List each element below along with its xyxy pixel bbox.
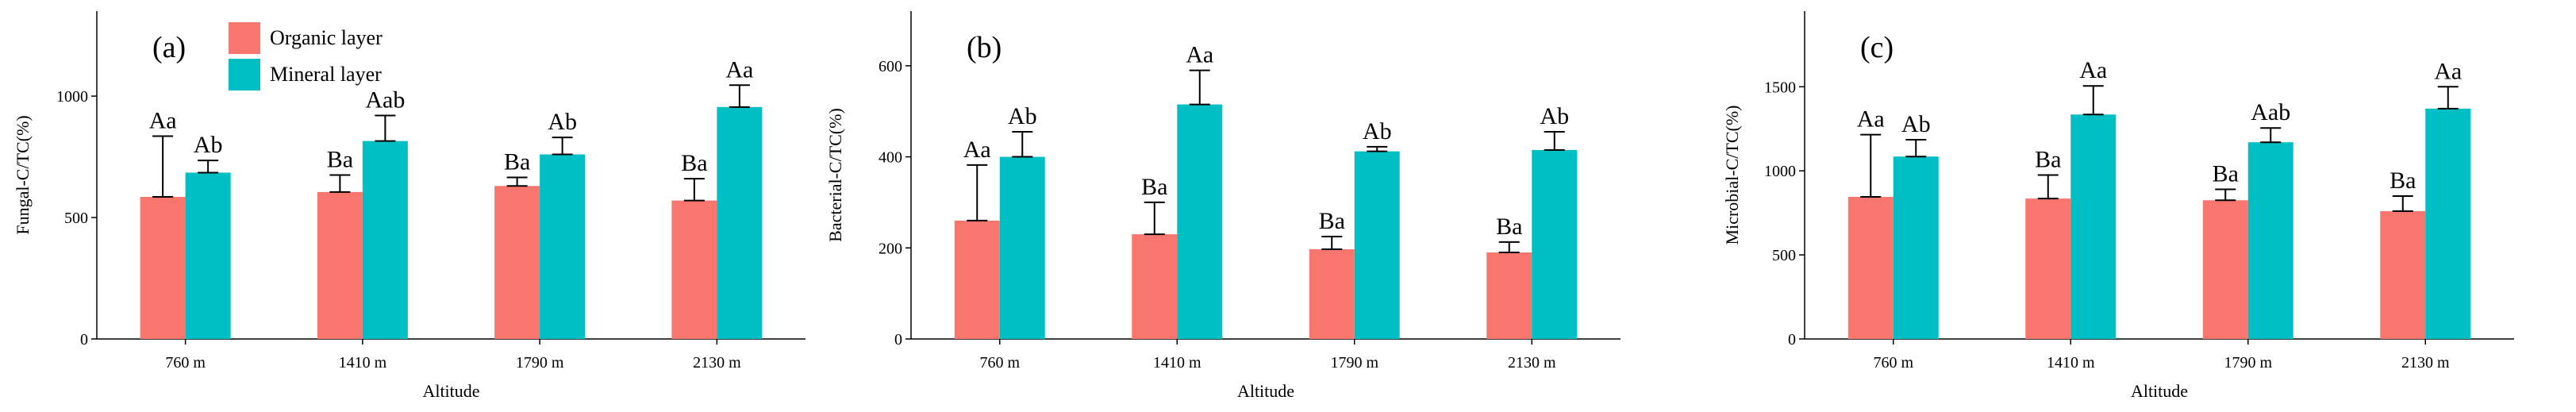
bar-organic[interactable] <box>1132 234 1178 339</box>
significance-label: Ba <box>2035 147 2061 173</box>
significance-label: Aa <box>725 56 753 83</box>
significance-label: Ba <box>1319 208 1345 234</box>
bar-mineral[interactable] <box>362 141 408 339</box>
bar-organic[interactable] <box>1847 197 1894 339</box>
bar-mineral[interactable] <box>2247 142 2293 339</box>
y-axis-title: Microbial-C/TC(%) <box>1722 106 1742 245</box>
x-tick-label: 1790 m <box>1330 354 1378 372</box>
panel-label: (a) <box>152 31 186 64</box>
significance-label: Ab <box>1540 103 1569 129</box>
bar-mineral[interactable] <box>2070 114 2117 339</box>
y-tick-label: 200 <box>879 240 902 257</box>
bar-mineral[interactable] <box>1177 104 1223 339</box>
y-tick-label: 1500 <box>1764 79 1796 96</box>
bar-mineral[interactable] <box>540 154 586 339</box>
bar-organic[interactable] <box>494 186 540 339</box>
x-tick-label: 2130 m <box>693 354 741 372</box>
panel-label: (c) <box>1860 31 1894 64</box>
significance-label: Ab <box>1363 118 1392 144</box>
chart-panel-1: 0 500 1000 Fungal-C/TC(%) Altitude (a) 760 m Aa… <box>13 11 805 401</box>
bar-organic[interactable] <box>1309 248 1355 339</box>
y-tick-label: 1000 <box>1764 163 1796 180</box>
bar-mineral[interactable] <box>1532 149 1578 339</box>
legend-swatch <box>229 59 260 90</box>
significance-label: Aa <box>149 108 177 134</box>
x-tick-label: 1790 m <box>516 354 564 372</box>
chart-panel-3: 0 500 1000 1500 Microbial-C/TC(%) Altitude (c)… <box>1722 11 2514 401</box>
y-axis-title: Fungal-C/TC(%) <box>13 115 33 234</box>
significance-label: Aab <box>365 87 405 114</box>
x-tick-label: 1410 m <box>2047 354 2095 372</box>
x-tick-label: 760 m <box>1873 354 1913 372</box>
significance-label: Aab <box>2251 99 2290 125</box>
legend: Organic layer Mineral layer <box>229 22 383 90</box>
significance-label: Aa <box>2434 58 2462 84</box>
bar-organic[interactable] <box>954 220 1000 339</box>
significance-label: Ba <box>504 149 530 175</box>
significance-label: Ba <box>681 150 707 176</box>
significance-label: Ba <box>327 147 353 173</box>
bar-mineral[interactable] <box>1354 151 1400 339</box>
x-tick-label: 2130 m <box>2401 354 2450 372</box>
bar-mineral[interactable] <box>2425 108 2471 340</box>
y-tick-label: 400 <box>879 149 902 167</box>
legend-label: Organic layer <box>270 26 383 49</box>
bar-organic[interactable] <box>1486 252 1532 339</box>
bar-organic[interactable] <box>2202 200 2248 339</box>
bar-mineral[interactable] <box>1893 156 1939 339</box>
x-tick-label: 1410 m <box>1153 354 1201 372</box>
y-tick-label: 1000 <box>56 88 88 106</box>
significance-label: Ba <box>2213 161 2239 187</box>
bar-mineral[interactable] <box>185 172 231 339</box>
y-tick-label: 0 <box>80 331 88 348</box>
x-tick-label: 1790 m <box>2224 354 2272 372</box>
y-tick-label: 600 <box>879 58 902 75</box>
significance-label: Ab <box>1901 111 1931 137</box>
bar-organic[interactable] <box>2025 198 2071 339</box>
x-tick-label: 760 m <box>165 354 206 372</box>
bar-organic[interactable] <box>671 200 717 339</box>
significance-label: Ba <box>2390 167 2416 194</box>
significance-label: Ab <box>1008 103 1037 129</box>
x-tick-label: 2130 m <box>1508 354 1556 372</box>
x-tick-label: 1410 m <box>339 354 387 372</box>
chart-panel-2: 0 200 400 600 Bacterial-C/TC(%) Altitude (b) 76… <box>825 11 1621 401</box>
significance-label: Aa <box>1186 42 1213 68</box>
bar-organic[interactable] <box>2380 211 2426 339</box>
significance-label: Aa <box>1857 106 1885 133</box>
significance-label: Aa <box>2079 57 2107 83</box>
x-axis-title: Altitude <box>2131 381 2188 401</box>
x-tick-label: 760 m <box>979 354 1020 372</box>
y-tick-label: 0 <box>894 331 902 348</box>
significance-label: Ab <box>548 109 577 135</box>
significance-label: Ba <box>1141 174 1167 200</box>
y-tick-label: 0 <box>1788 331 1796 348</box>
bar-mineral[interactable] <box>999 156 1045 339</box>
legend-label: Mineral layer <box>270 63 382 86</box>
bar-organic[interactable] <box>140 197 186 339</box>
significance-label: Ba <box>1496 214 1522 240</box>
x-axis-title: Altitude <box>1237 381 1294 401</box>
legend-swatch <box>229 22 260 54</box>
panel-label: (b) <box>967 31 1002 64</box>
y-axis-title: Bacterial-C/TC(%) <box>825 108 845 242</box>
significance-label: Aa <box>963 137 991 163</box>
y-tick-label: 500 <box>64 210 88 227</box>
bar-organic[interactable] <box>317 191 363 339</box>
bar-mineral[interactable] <box>717 106 763 339</box>
significance-label: Ab <box>194 132 223 158</box>
y-tick-label: 500 <box>1772 247 1796 264</box>
x-axis-title: Altitude <box>422 381 479 401</box>
